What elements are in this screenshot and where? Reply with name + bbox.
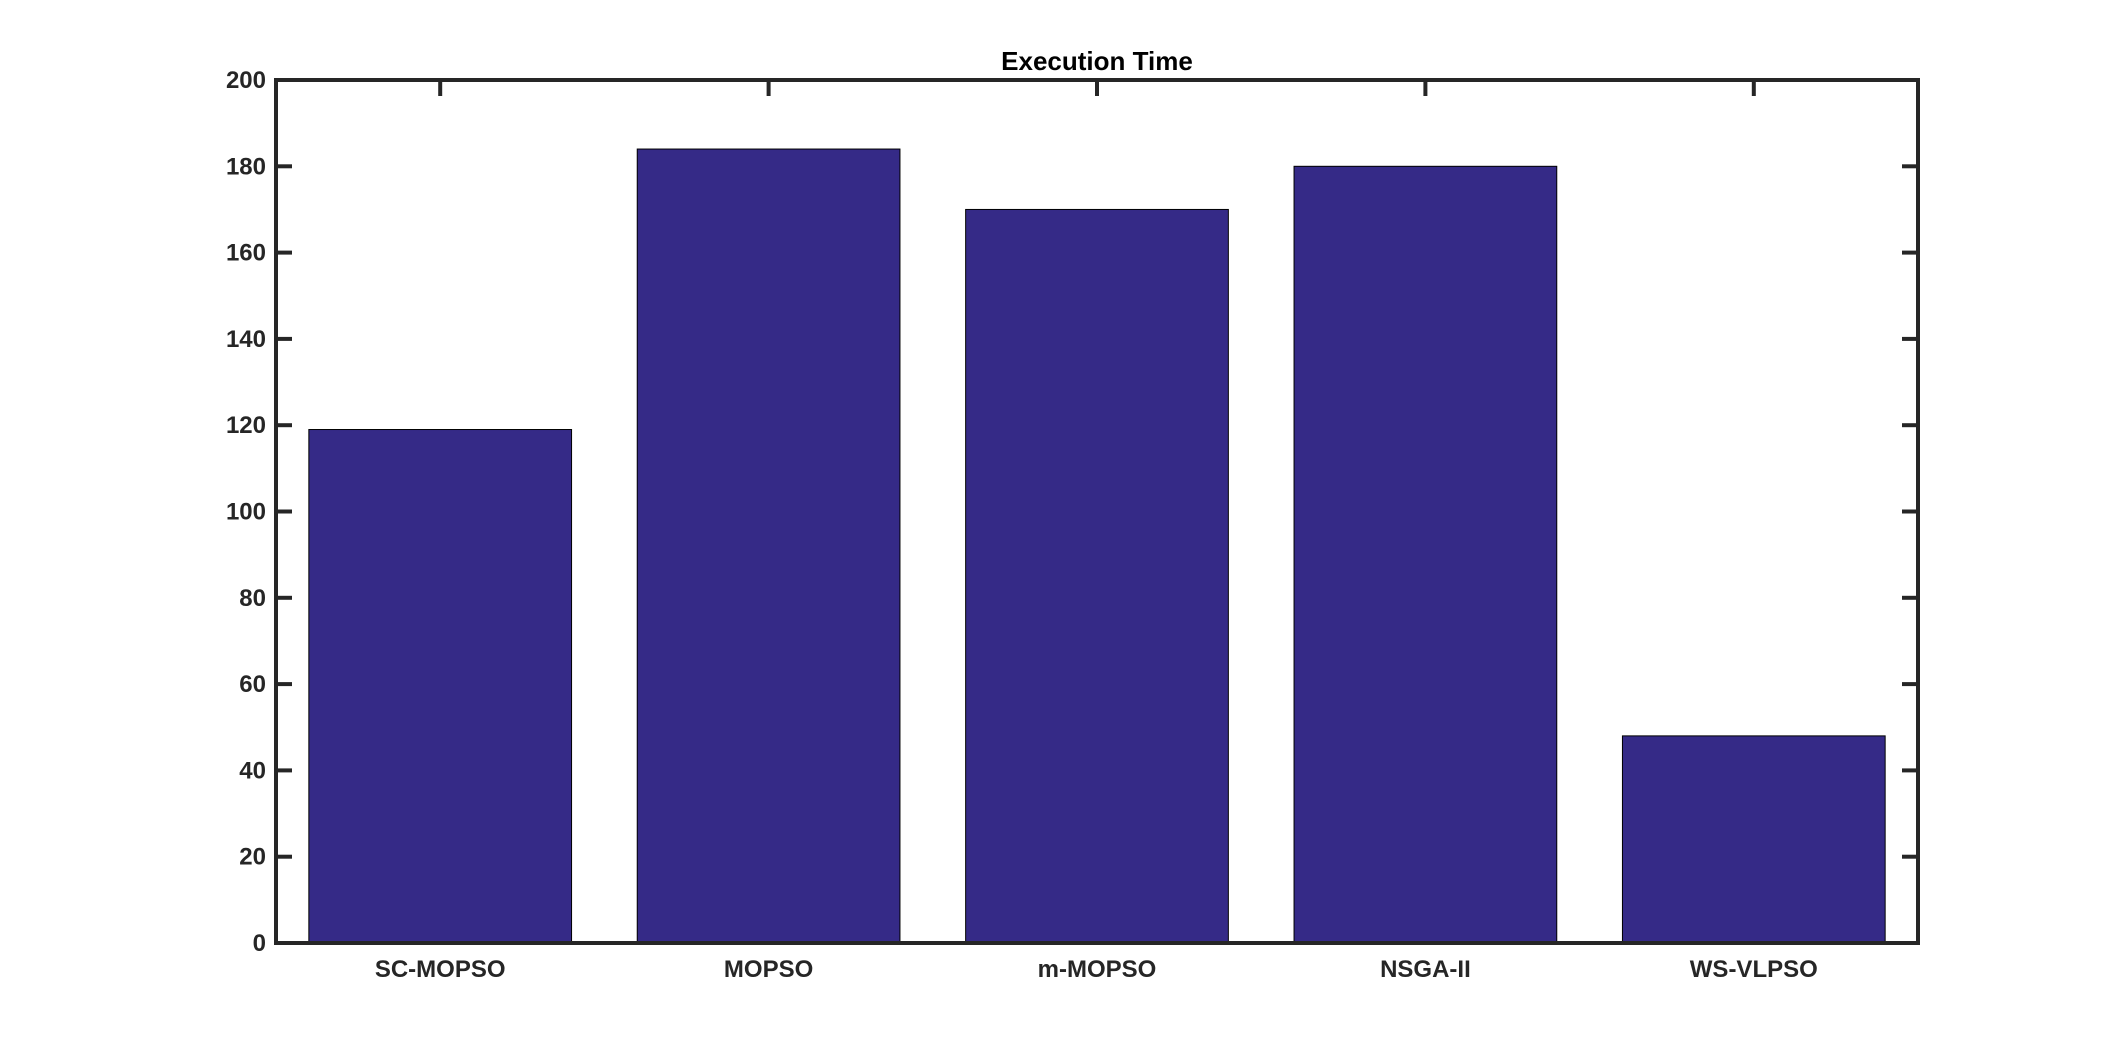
- bar-ws-vlpso: [1621, 735, 1886, 944]
- y-tick-label: 40: [239, 757, 266, 784]
- y-tick-label: 100: [226, 499, 266, 526]
- y-tick-label: 200: [226, 67, 266, 94]
- chart-title: Execution Time: [1001, 46, 1193, 76]
- bar-sc-mopso: [308, 429, 573, 944]
- y-tick-label: 80: [239, 585, 266, 612]
- y-tick-label: 0: [253, 930, 266, 957]
- x-tick-label: SC-MOPSO: [375, 956, 506, 983]
- bars-layer: [308, 148, 1886, 944]
- bar-nsga-ii: [1293, 165, 1558, 944]
- y-tick-label: 160: [226, 240, 266, 267]
- x-axis: SC-MOPSO MOPSO m-MOPSO NSGA-II WS-VLPSO: [375, 80, 1818, 983]
- y-tick-label: 120: [226, 412, 266, 439]
- y-tick-label: 140: [226, 326, 266, 353]
- y-axis: 0 20 40 60 80 100 120 140 160 180 200: [226, 67, 1918, 957]
- bar-mopso: [636, 148, 901, 944]
- x-tick-label: WS-VLPSO: [1690, 956, 1818, 983]
- bar-m-mopso: [965, 208, 1229, 944]
- x-tick-label: MOPSO: [724, 956, 813, 983]
- y-tick-label: 20: [239, 844, 266, 871]
- y-tick-label: 180: [226, 153, 266, 180]
- x-tick-label: m-MOPSO: [1038, 956, 1157, 983]
- y-tick-label: 60: [239, 671, 266, 698]
- x-tick-label: NSGA-II: [1380, 956, 1471, 983]
